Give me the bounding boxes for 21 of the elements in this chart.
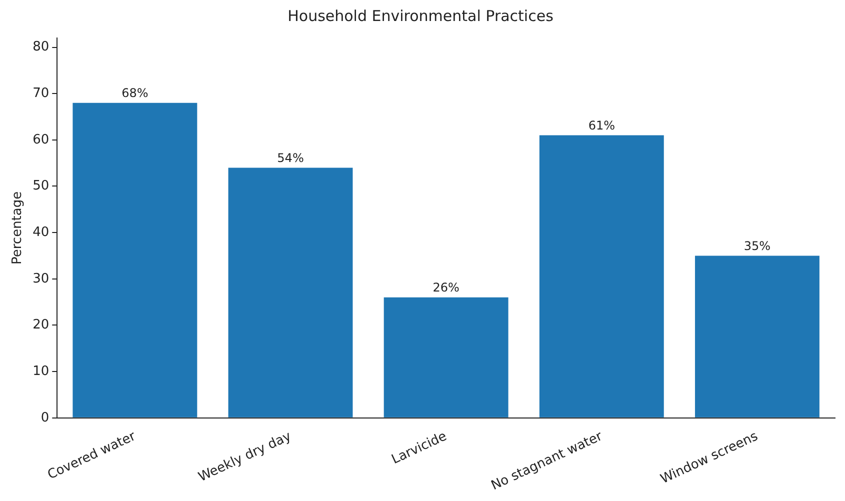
data-label: 26%: [432, 280, 460, 295]
y-axis-title: Percentage: [10, 191, 26, 265]
bar: [72, 102, 198, 418]
data-label: 35%: [744, 238, 771, 253]
y-tick-label: 70: [32, 86, 50, 101]
y-tick-label: 20: [32, 318, 50, 333]
chart-title: Household Environmental Practices: [288, 6, 554, 25]
bar: [384, 297, 508, 418]
y-tick-label: 40: [32, 224, 50, 240]
bar: [694, 256, 820, 418]
data-label: 54%: [277, 150, 304, 165]
y-tick-label: 80: [32, 40, 50, 55]
y-tick-label: 0: [40, 410, 50, 426]
y-tick-label: 50: [32, 178, 50, 194]
data-label: 61%: [588, 118, 615, 132]
bar: [228, 168, 353, 418]
bar: [539, 135, 664, 418]
y-tick-label: 30: [32, 271, 50, 286]
data-label: 68%: [122, 86, 148, 100]
y-tick-label: 60: [32, 132, 50, 148]
y-tick-label: 10: [32, 364, 50, 379]
